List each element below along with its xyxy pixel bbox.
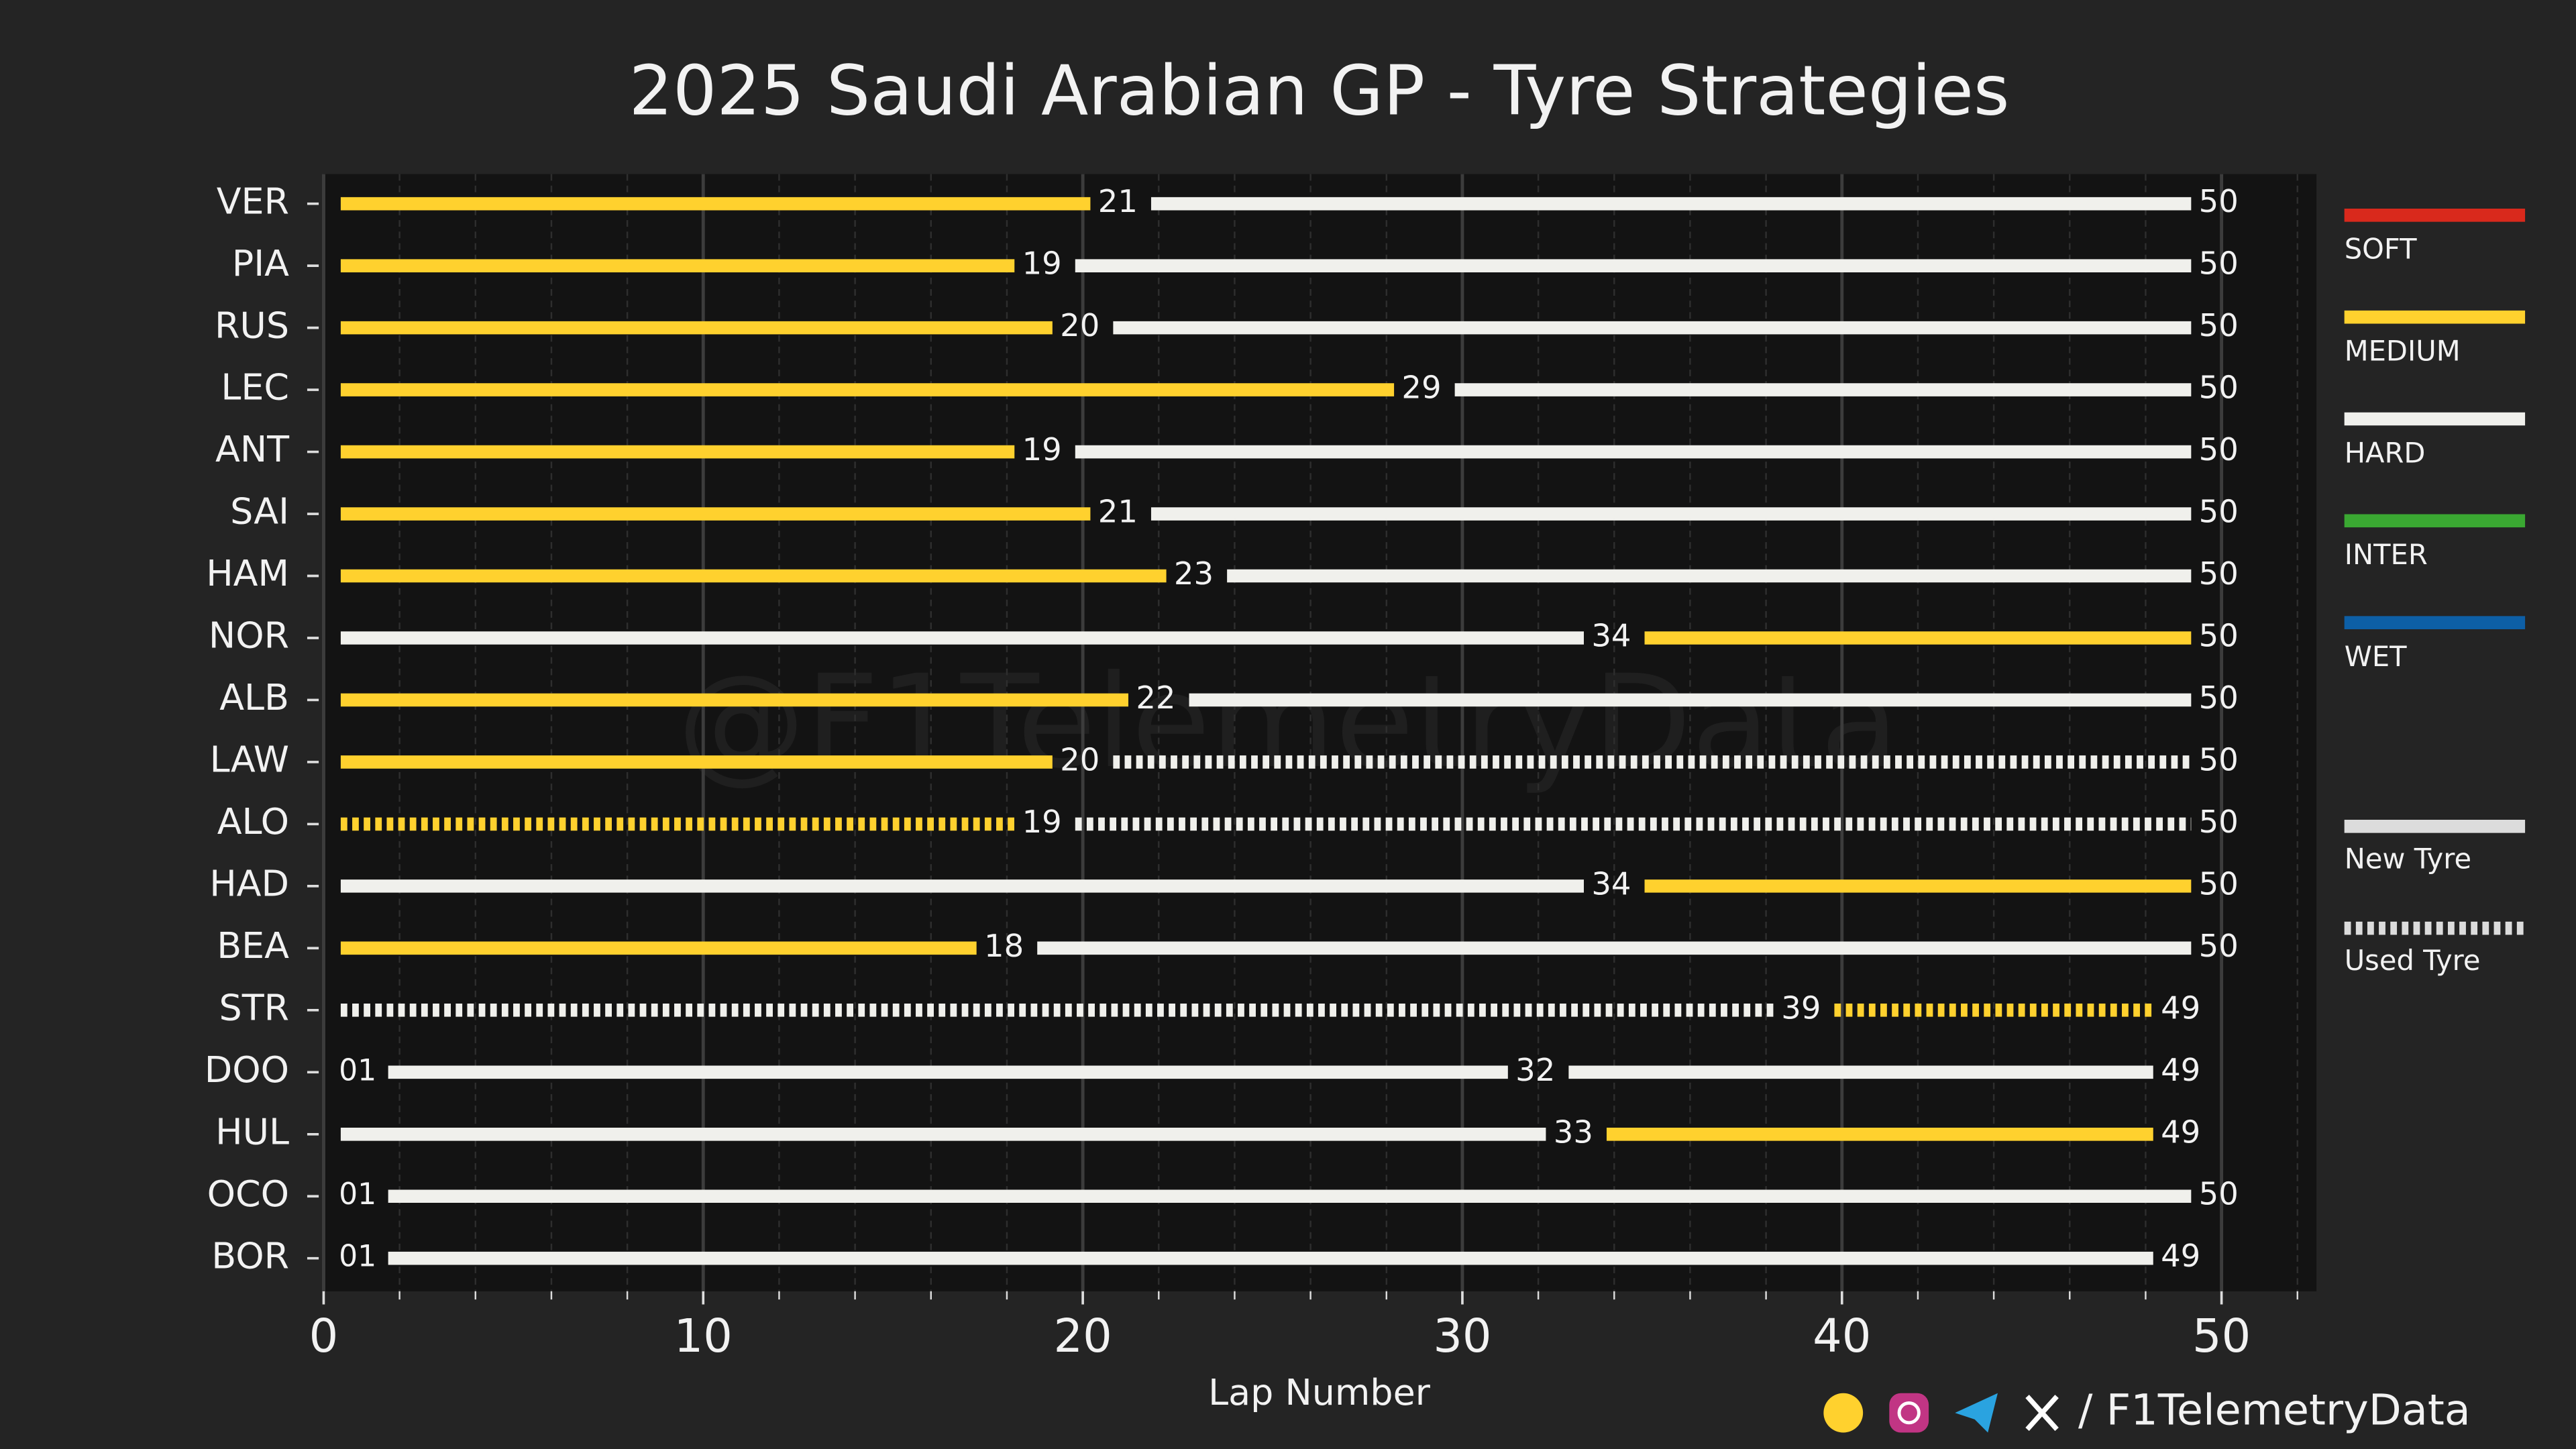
stint-end-label: 22 — [1136, 680, 1175, 716]
driver-label: RUS — [215, 304, 289, 346]
footer-icons — [1823, 1393, 2059, 1433]
stint-end-label: 50 — [2199, 617, 2239, 653]
watermark: @F1TelemetryData — [678, 648, 1899, 797]
stint-end-label: 39 — [1781, 989, 1821, 1026]
x-tick-label: 10 — [674, 1309, 733, 1363]
driver-label: VER — [217, 180, 289, 222]
stint-end-label: 34 — [1591, 617, 1631, 653]
x-tick-label: 20 — [1053, 1309, 1112, 1363]
x-tick-label: 30 — [1433, 1309, 1491, 1363]
stint-end-label: 49 — [2161, 989, 2200, 1026]
stint-end-label: 21 — [1098, 494, 1138, 530]
stint-end-label: 50 — [2199, 307, 2239, 343]
chart-title: 2025 Saudi Arabian GP - Tyre Strategies — [629, 51, 2010, 131]
stint-end-label: 29 — [1401, 370, 1441, 406]
stint-end-label: 19 — [1022, 246, 1062, 282]
x-tick-label: 40 — [1813, 1309, 1871, 1363]
start-label: 01 — [339, 1177, 376, 1212]
driver-label: BOR — [211, 1234, 289, 1277]
stint-end-label: 19 — [1022, 804, 1062, 840]
driver-label: LAW — [210, 739, 289, 781]
legend-label: INTER — [2345, 538, 2428, 571]
stint-end-label: 19 — [1022, 431, 1062, 468]
legend-label: MEDIUM — [2345, 335, 2461, 368]
x-tick-label: 0 — [309, 1309, 339, 1363]
driver-label: HAD — [209, 863, 289, 905]
stint-end-label: 50 — [2199, 370, 2239, 406]
stint-end-label: 50 — [2199, 494, 2239, 530]
plot-area — [323, 174, 2317, 1291]
stint-end-label: 49 — [2161, 1052, 2200, 1088]
icon — [1897, 1401, 1921, 1425]
stint-end-label: 20 — [1060, 307, 1099, 343]
driver-label: BEA — [217, 924, 289, 967]
legend-label: Used Tyre — [2345, 944, 2481, 977]
driver-label: NOR — [209, 614, 289, 657]
start-label: 01 — [339, 1053, 376, 1087]
driver-label: ALB — [219, 676, 289, 718]
stint-end-label: 23 — [1174, 555, 1214, 592]
stint-end-label: 50 — [2199, 680, 2239, 716]
legend-label: SOFT — [2345, 233, 2417, 266]
stint-end-label: 50 — [2199, 555, 2239, 592]
driver-label: OCO — [207, 1173, 289, 1215]
stint-end-label: 50 — [2199, 1176, 2239, 1212]
x-axis-label: Lap Number — [1208, 1371, 1431, 1413]
driver-label: STR — [219, 986, 290, 1028]
stint-end-label: 49 — [2161, 1114, 2200, 1150]
stint-end-label: 50 — [2199, 928, 2239, 964]
icon — [1823, 1393, 1864, 1433]
driver-label: PIA — [232, 242, 289, 284]
driver-label: ANT — [215, 428, 290, 470]
driver-label: SAI — [230, 490, 289, 533]
stint-end-label: 50 — [2199, 741, 2239, 777]
stint-end-label: 34 — [1591, 865, 1631, 902]
x-tick-label: 50 — [2192, 1309, 2251, 1363]
stint-end-label: 18 — [984, 928, 1024, 964]
stint-end-label: 50 — [2199, 865, 2239, 902]
icon — [2025, 1395, 2059, 1432]
legend-label: HARD — [2345, 436, 2426, 469]
footer-text: / F1TelemetryData — [2078, 1386, 2471, 1436]
driver-label: HAM — [206, 552, 289, 594]
driver-label: LEC — [221, 366, 289, 409]
stint-end-label: 21 — [1098, 183, 1138, 219]
legend-label: WET — [2345, 640, 2407, 673]
stint-end-label: 20 — [1060, 741, 1099, 777]
stint-end-label: 50 — [2199, 431, 2239, 468]
stint-end-label: 50 — [2199, 183, 2239, 219]
start-label: 01 — [339, 1240, 376, 1274]
driver-label: DOO — [205, 1049, 289, 1091]
icon — [1889, 1393, 1929, 1433]
stint-end-label: 50 — [2199, 246, 2239, 282]
stint-end-label: 50 — [2199, 804, 2239, 840]
icon — [1955, 1393, 1998, 1433]
driver-label: HUL — [215, 1110, 289, 1152]
stint-end-label: 49 — [2161, 1238, 2200, 1274]
stint-end-label: 32 — [1515, 1052, 1555, 1088]
legend-label: New Tyre — [2345, 842, 2471, 875]
stint-end-label: 33 — [1554, 1114, 1593, 1150]
driver-label: ALO — [217, 800, 289, 843]
